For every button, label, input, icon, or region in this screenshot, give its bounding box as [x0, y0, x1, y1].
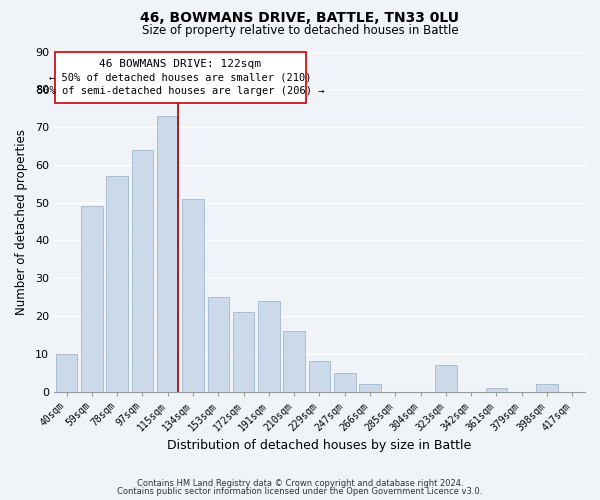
Bar	[283, 331, 305, 392]
Bar	[131, 150, 153, 392]
Text: 46 BOWMANS DRIVE: 122sqm: 46 BOWMANS DRIVE: 122sqm	[100, 58, 262, 68]
Text: ← 50% of detached houses are smaller (210): ← 50% of detached houses are smaller (21…	[49, 72, 311, 82]
Text: 46, BOWMANS DRIVE, BATTLE, TN33 0LU: 46, BOWMANS DRIVE, BATTLE, TN33 0LU	[140, 11, 460, 25]
Bar	[81, 206, 103, 392]
Bar	[182, 199, 204, 392]
Bar	[309, 362, 330, 392]
Text: Size of property relative to detached houses in Battle: Size of property relative to detached ho…	[142, 24, 458, 37]
Bar	[258, 301, 280, 392]
Text: Contains HM Land Registry data © Crown copyright and database right 2024.: Contains HM Land Registry data © Crown c…	[137, 478, 463, 488]
Bar	[233, 312, 254, 392]
X-axis label: Distribution of detached houses by size in Battle: Distribution of detached houses by size …	[167, 440, 472, 452]
Text: Contains public sector information licensed under the Open Government Licence v3: Contains public sector information licen…	[118, 487, 482, 496]
Bar	[435, 365, 457, 392]
Bar	[56, 354, 77, 392]
Bar	[334, 372, 356, 392]
FancyBboxPatch shape	[55, 52, 305, 102]
Bar	[157, 116, 178, 392]
Bar	[208, 297, 229, 392]
Y-axis label: Number of detached properties: Number of detached properties	[15, 128, 28, 314]
Bar	[106, 176, 128, 392]
Bar	[359, 384, 381, 392]
Bar	[486, 388, 507, 392]
Bar	[536, 384, 558, 392]
Text: 50% of semi-detached houses are larger (206) →: 50% of semi-detached houses are larger (…	[37, 86, 324, 96]
